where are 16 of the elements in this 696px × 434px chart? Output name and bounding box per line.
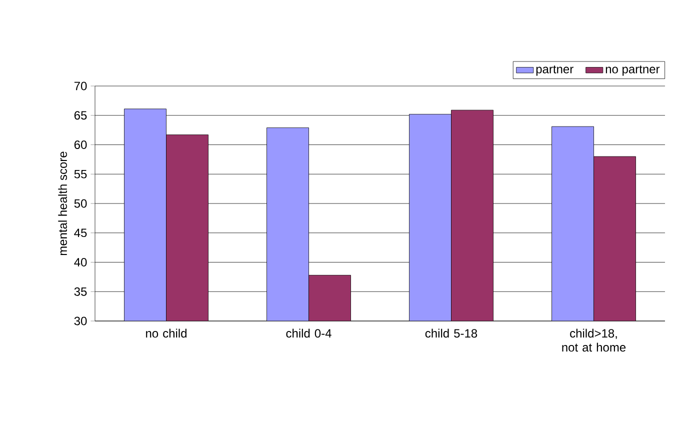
y-tick-label: 30 xyxy=(74,316,87,326)
x-tick-label: no child xyxy=(146,328,186,338)
y-tick-label: 65 xyxy=(74,111,87,120)
x-tick-label: child>18, not at home xyxy=(562,328,626,352)
y-tick-label: 40 xyxy=(74,258,87,266)
y-tick-label: 60 xyxy=(74,140,87,149)
y-tick-label: 45 xyxy=(74,228,87,238)
x-tick-label: child 0-4 xyxy=(286,328,332,338)
legend-label: no partner xyxy=(606,65,660,76)
y-tick-label: 50 xyxy=(74,199,87,208)
legend-label: partner xyxy=(536,65,574,76)
y-tick-label: 55 xyxy=(74,170,87,178)
y-tick-label: 70 xyxy=(74,82,87,90)
x-tick-label: child 5-18 xyxy=(425,328,478,338)
y-axis-title: mental health score xyxy=(58,152,67,256)
y-tick-label: 35 xyxy=(74,287,87,296)
